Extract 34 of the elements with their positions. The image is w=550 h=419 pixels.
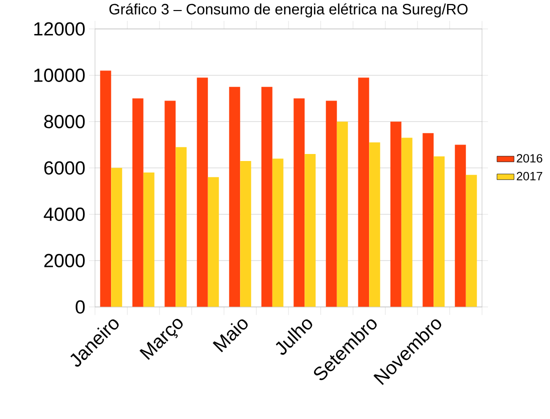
chart-title: Gráfico 3 – Consumo de energia elétrica na Sureg/RO	[109, 3, 468, 18]
bar	[100, 70, 112, 307]
bar	[294, 98, 305, 307]
bar	[369, 142, 380, 307]
bar	[434, 156, 445, 307]
bar	[143, 172, 154, 307]
y-tick-label: 0	[76, 300, 85, 314]
y-tick-label: 6000	[44, 161, 85, 175]
y-tick-label: 10000	[34, 68, 85, 82]
bar	[196, 78, 208, 307]
bar	[422, 133, 434, 307]
bar	[272, 158, 284, 307]
bar	[358, 78, 370, 307]
y-tick-label: 12000	[34, 22, 85, 36]
bar	[111, 168, 122, 307]
y-tick-label: 2000	[44, 254, 85, 268]
bar	[261, 86, 272, 307]
bar	[454, 144, 466, 307]
bar	[132, 98, 144, 307]
y-tick-label: 4000	[44, 208, 85, 221]
bar	[304, 154, 316, 307]
bar	[229, 86, 240, 307]
bar	[390, 122, 402, 307]
bar	[208, 177, 219, 307]
bar	[176, 147, 187, 307]
bar	[164, 100, 176, 307]
y-tick-label: 8000	[44, 114, 85, 128]
bar	[401, 138, 412, 307]
bar	[336, 122, 348, 307]
bar	[326, 100, 337, 307]
legend-label: 2016	[516, 154, 542, 163]
bar	[466, 174, 477, 307]
bar	[240, 161, 252, 307]
legend-label: 2017	[516, 172, 542, 180]
